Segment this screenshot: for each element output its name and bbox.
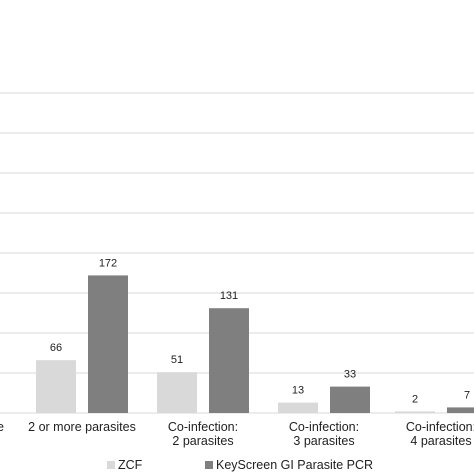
- bars: [36, 275, 474, 413]
- bar: [88, 275, 128, 413]
- legend-swatch: [107, 461, 115, 469]
- bar: [330, 386, 370, 413]
- data-label: 33: [344, 369, 356, 381]
- data-label: 13: [292, 385, 304, 397]
- x-tick-label: e: [0, 420, 4, 434]
- legend-label: ZCF: [118, 458, 143, 472]
- gridlines: [0, 92, 474, 374]
- data-labels: 66 172 51 131 13 33 2 7: [50, 257, 470, 405]
- data-label: 131: [220, 290, 238, 302]
- legend: ZCF KeyScreen GI Parasite PCR: [107, 458, 373, 472]
- x-tick-label: 3 parasites: [293, 434, 354, 448]
- data-label: 66: [50, 342, 62, 354]
- bar: [447, 407, 474, 413]
- data-label: 51: [171, 354, 183, 366]
- legend-swatch: [205, 461, 213, 469]
- x-tick-label: 4 parasites: [410, 434, 471, 448]
- x-tick-label: Co-infection:: [168, 420, 238, 434]
- x-tick-label: Co-infection:: [406, 420, 474, 434]
- x-tick-label: 2 or more parasites: [28, 420, 136, 434]
- bar: [157, 372, 197, 413]
- bar: [36, 360, 76, 413]
- bar: [395, 411, 435, 413]
- x-tick-label: Co-infection:: [289, 420, 359, 434]
- legend-label: KeyScreen GI Parasite PCR: [216, 458, 373, 472]
- bar: [209, 308, 249, 413]
- bar: [278, 402, 318, 413]
- data-label: 172: [99, 257, 117, 269]
- data-label: 7: [464, 389, 470, 401]
- x-tick-label: 2 parasites: [172, 434, 233, 448]
- data-label: 2: [412, 393, 418, 405]
